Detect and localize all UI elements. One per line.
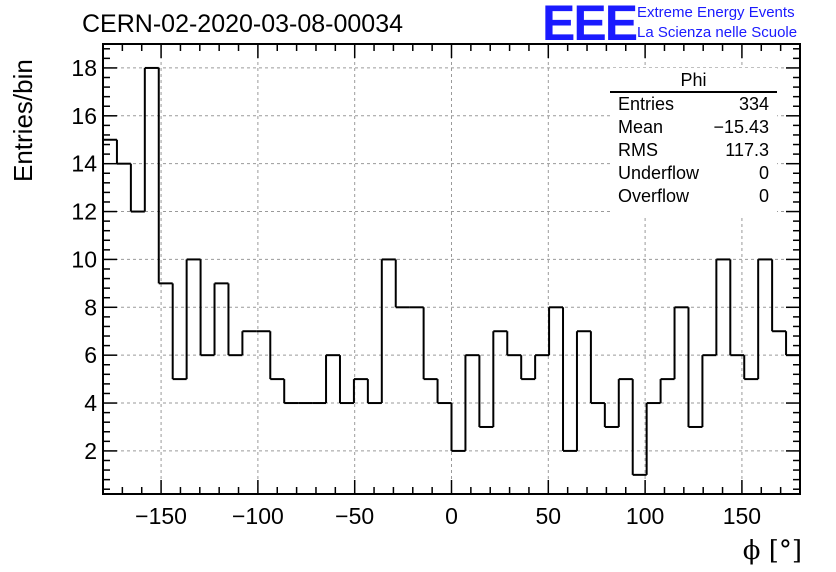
y-tick-label: 10 [71, 246, 97, 272]
histogram-bin [562, 307, 577, 452]
histogram-bin [157, 67, 173, 285]
stats-row-value: 334 [739, 94, 769, 114]
histogram-bin [115, 139, 131, 165]
histogram-bin [687, 307, 703, 428]
axes: −150 −100 −50 0 50 100 150 2 4 6 8 10 12 14 16 18 [71, 43, 801, 529]
y-tick-label: 2 [84, 438, 97, 464]
histogram-bin [199, 259, 215, 357]
histogram-bin [185, 258, 201, 380]
histogram-bin [757, 258, 773, 380]
stats-row-value: 117.3 [725, 140, 769, 160]
x-tick-label: −150 [135, 503, 187, 529]
x-tick-label: 150 [723, 503, 761, 529]
histogram-bin [436, 379, 452, 405]
histogram-bin [548, 306, 564, 356]
stats-box: Phi Entries 334 Mean −15.43 RMS 117.3 Underflow… [610, 68, 777, 216]
stats-row-value: 0 [759, 163, 769, 183]
histogram-bin [771, 259, 787, 333]
y-tick-label: 18 [71, 55, 97, 81]
y-tick-label: 8 [84, 294, 97, 320]
histogram-bin [729, 259, 745, 357]
histogram-bin [227, 283, 243, 357]
histogram-bin [492, 330, 508, 427]
y-tick-label: 14 [71, 151, 97, 177]
histogram-bin [743, 355, 759, 381]
histogram-bin [241, 330, 257, 356]
x-tick-label: 100 [626, 503, 664, 529]
histogram-bin [325, 354, 340, 404]
histogram-bin [520, 355, 536, 381]
x-axis-label: ϕ [°] [742, 536, 802, 566]
histogram-bin [129, 163, 145, 213]
histogram-bin [617, 378, 633, 427]
histogram-bin [589, 331, 605, 405]
stats-title: Phi [680, 70, 706, 90]
y-tick-label: 6 [84, 342, 97, 368]
histogram-bin [143, 66, 159, 212]
histogram-bin [338, 355, 354, 405]
chart-title: CERN-02-2020-03-08-00034 [82, 10, 404, 38]
x-tick-label: −100 [232, 503, 284, 529]
y-tick-label: 12 [71, 199, 97, 225]
histogram-bin [534, 354, 550, 380]
histogram-bin [352, 378, 368, 404]
histogram-bin [631, 379, 647, 476]
histogram-bin [394, 259, 410, 309]
histogram-bin [645, 402, 661, 475]
eee-logo: EEE [542, 0, 638, 51]
histogram-bin [380, 258, 396, 404]
stats-row-label: Overflow [618, 186, 690, 206]
stats-row-label: RMS [618, 140, 658, 160]
histogram-bin [506, 331, 522, 357]
histogram-bin [464, 354, 480, 451]
x-tick-label: −50 [335, 503, 374, 529]
histogram-bin [366, 379, 382, 405]
histogram-bin [785, 331, 800, 357]
x-tick-label: 50 [536, 503, 562, 529]
stats-row-label: Mean [618, 117, 663, 137]
histogram-bin [171, 283, 187, 381]
logo-line-1: Extreme Energy Events [637, 4, 795, 21]
histogram-bin [269, 331, 285, 381]
stats-row-value: 0 [759, 186, 769, 206]
histogram-bin [422, 307, 438, 381]
y-tick-label: 4 [84, 390, 97, 416]
x-tick-label: 0 [445, 503, 458, 529]
logo-line-2: La Scienza nelle Scuole [637, 24, 798, 41]
histogram-bin [450, 403, 466, 452]
stats-row-label: Entries [618, 94, 674, 114]
histogram-bin [673, 306, 689, 380]
y-tick-label: 16 [71, 103, 97, 129]
histogram-bin [603, 403, 619, 428]
histogram-bin [715, 258, 731, 356]
histogram-bin [283, 379, 299, 405]
histogram-bin [575, 330, 591, 451]
histogram-bin [478, 355, 494, 428]
histogram-bin [213, 282, 229, 356]
stats-row-value: −15.43 [713, 117, 769, 137]
histogram-bin [701, 354, 717, 427]
histogram-bin [659, 378, 675, 404]
stats-row-label: Underflow [618, 163, 700, 183]
